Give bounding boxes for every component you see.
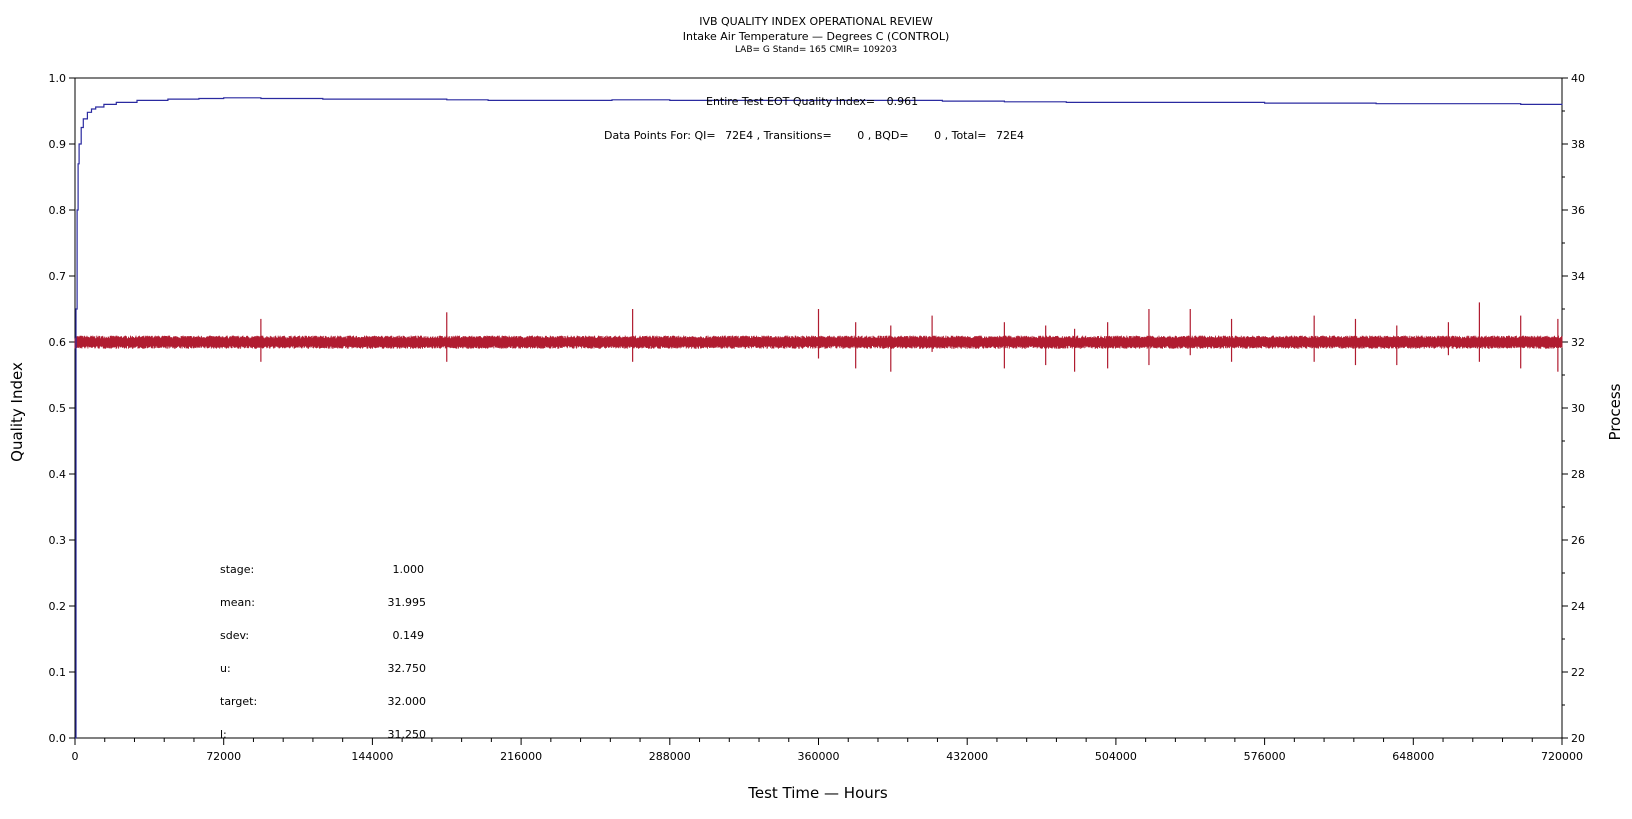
x-tick-label: 576000 [1244, 750, 1286, 763]
y2-tick-label: 24 [1571, 600, 1585, 613]
stat-value-l: 31.250 [388, 728, 427, 741]
x-tick-label: 504000 [1095, 750, 1137, 763]
stat-value-target: 32.000 [388, 695, 427, 708]
y2-tick-label: 26 [1571, 534, 1585, 547]
points-transitions-value: 0 [857, 129, 864, 142]
x-tick-label: 648000 [1392, 750, 1434, 763]
stats-block: stage: 1.000 mean: 31.995 sdev: 0.149 u:… [220, 563, 426, 741]
y-tick-label: 0.0 [49, 732, 67, 745]
x-tick-label: 360000 [798, 750, 840, 763]
y2-tick-label: 22 [1571, 666, 1585, 679]
x-axis-ticks: 0 72000 144000 216000 288000 360000 432000 5040… [72, 738, 1583, 763]
x-tick-label: 0 [72, 750, 79, 763]
y-axis-label: Quality Index [8, 362, 26, 462]
data-points-annotation: Data Points For: QI= 72E4 , Transitions=… [604, 129, 1024, 142]
quality-index-series [75, 97, 1563, 739]
chart-title: IVB QUALITY INDEX OPERATIONAL REVIEW [699, 15, 933, 28]
y-tick-label: 0.5 [49, 402, 67, 415]
points-qi-label: Data Points For: QI= [604, 129, 716, 142]
stat-value-u: 32.750 [388, 662, 427, 675]
eot-quality-annotation: Entire Test EOT Quality Index= 0.961 [706, 95, 918, 108]
y-tick-label: 0.3 [49, 534, 67, 547]
y2-axis-label: Process [1606, 383, 1624, 440]
x-axis-label: Test Time — Hours [747, 784, 888, 802]
y2-tick-label: 34 [1571, 270, 1585, 283]
x-tick-label: 72000 [206, 750, 241, 763]
y-tick-label: 0.6 [49, 336, 67, 349]
x-tick-label: 432000 [946, 750, 988, 763]
stat-label-sdev: sdev: [220, 629, 249, 642]
x-tick-label: 720000 [1541, 750, 1583, 763]
points-total-label: , Total= [945, 129, 987, 142]
y2-tick-label: 28 [1571, 468, 1585, 481]
chart-subtitle: Intake Air Temperature — Degrees C (CONT… [683, 30, 950, 43]
y-tick-label: 0.1 [49, 666, 67, 679]
y2-tick-label: 32 [1571, 336, 1585, 349]
stat-value-stage: 1.000 [393, 563, 425, 576]
stat-label-l: l: [220, 728, 227, 741]
y-tick-label: 0.4 [49, 468, 67, 481]
points-bqd-value: 0 [934, 129, 941, 142]
x-tick-label: 144000 [351, 750, 393, 763]
y-tick-label: 0.2 [49, 600, 67, 613]
stat-label-mean: mean: [220, 596, 255, 609]
points-transitions-label: , Transitions= [757, 129, 832, 142]
chart-subtitle-lab: LAB= G Stand= 165 CMIR= 109203 [735, 45, 897, 55]
y2-tick-label: 40 [1571, 72, 1585, 85]
stat-label-target: target: [220, 695, 257, 708]
x-tick-label: 288000 [649, 750, 691, 763]
y-axis-ticks: 0.0 0.1 0.2 0.3 0.4 0.5 0.6 0.7 0.8 0.9 1.0 [49, 72, 75, 745]
y-tick-label: 0.9 [49, 138, 67, 151]
eot-value: 0.961 [887, 95, 919, 108]
stat-label-stage: stage: [220, 563, 254, 576]
stat-value-mean: 31.995 [388, 596, 427, 609]
quality-index-line [75, 97, 1563, 739]
x-tick-label: 216000 [500, 750, 542, 763]
stat-value-sdev: 0.149 [393, 629, 425, 642]
points-bqd-label: , BQD= [868, 129, 909, 142]
eot-label: Entire Test EOT Quality Index= [706, 95, 875, 108]
y2-tick-label: 20 [1571, 732, 1585, 745]
points-total-value: 72E4 [996, 129, 1024, 142]
y2-tick-label: 36 [1571, 204, 1585, 217]
y-tick-label: 0.7 [49, 270, 67, 283]
y-tick-label: 1.0 [49, 72, 67, 85]
y2-axis-ticks: 20 22 24 26 28 30 32 34 36 38 40 [1562, 72, 1585, 745]
process-series [74, 302, 1563, 372]
y2-tick-label: 38 [1571, 138, 1585, 151]
points-qi-value: 72E4 [725, 129, 753, 142]
stat-label-u: u: [220, 662, 231, 675]
y-tick-label: 0.8 [49, 204, 67, 217]
y2-tick-label: 30 [1571, 402, 1585, 415]
